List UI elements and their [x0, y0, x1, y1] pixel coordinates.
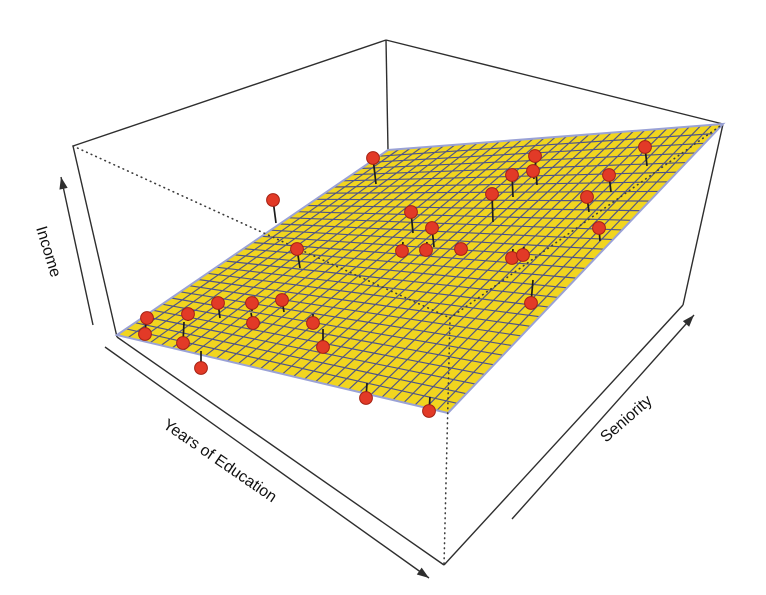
data-point — [359, 391, 373, 405]
hidden-edge — [72, 145, 451, 319]
data-point — [526, 164, 540, 178]
grid-line — [378, 133, 714, 157]
data-point — [194, 361, 208, 375]
perspective-box — [72, 39, 724, 566]
data-point — [211, 296, 225, 310]
data-point — [528, 149, 542, 163]
data-point — [176, 336, 190, 350]
data-points — [138, 140, 652, 418]
regression-plane — [117, 124, 723, 413]
data-point — [516, 248, 530, 262]
plane-fill — [117, 124, 723, 413]
seniority-axis-label: Seniority — [597, 392, 655, 446]
data-point — [246, 316, 260, 330]
box-edge — [72, 145, 118, 338]
grid-line — [436, 124, 713, 411]
box-edge — [682, 123, 724, 306]
data-point — [306, 316, 320, 330]
arrowhead-education — [416, 567, 429, 578]
income-axis-label: Income — [32, 224, 64, 279]
box-edge — [385, 39, 724, 125]
arrowhead-seniority — [682, 315, 694, 327]
data-point — [419, 243, 433, 257]
hidden-edge — [443, 317, 451, 566]
data-point — [138, 327, 152, 341]
axis-line-income — [60, 176, 94, 326]
box-edge — [443, 304, 684, 566]
grid-line — [351, 161, 687, 176]
data-point — [580, 190, 594, 204]
data-point — [602, 168, 616, 182]
data-point — [592, 221, 606, 235]
grid-line — [360, 152, 696, 170]
plane-border — [114, 122, 726, 415]
axis-line-seniority — [511, 314, 695, 520]
data-point — [638, 140, 652, 154]
data-point — [366, 151, 380, 165]
data-point — [485, 187, 499, 201]
box-edge — [385, 39, 389, 151]
data-point — [266, 193, 280, 207]
grid-line — [403, 127, 679, 404]
box-edge — [116, 336, 445, 566]
data-point — [404, 205, 418, 219]
data-point — [245, 296, 259, 310]
education-axis-label: Years of Education — [160, 416, 280, 506]
data-point — [290, 242, 304, 256]
data-point — [422, 404, 436, 418]
axis-arrows — [59, 176, 695, 579]
grid-line — [414, 126, 690, 406]
data-point — [181, 307, 195, 321]
arrowhead-income — [59, 177, 68, 190]
data-point — [524, 296, 538, 310]
hidden-box-edges — [72, 123, 724, 566]
box-edge — [72, 39, 387, 147]
hidden-edge — [449, 123, 724, 319]
data-point — [140, 311, 154, 325]
plane-grid — [114, 122, 726, 415]
data-point — [425, 221, 439, 235]
data-point — [505, 168, 519, 182]
data-point — [275, 293, 289, 307]
data-point — [316, 340, 330, 354]
data-point — [395, 244, 409, 258]
axis-line-education — [104, 346, 430, 579]
data-point — [454, 242, 468, 256]
